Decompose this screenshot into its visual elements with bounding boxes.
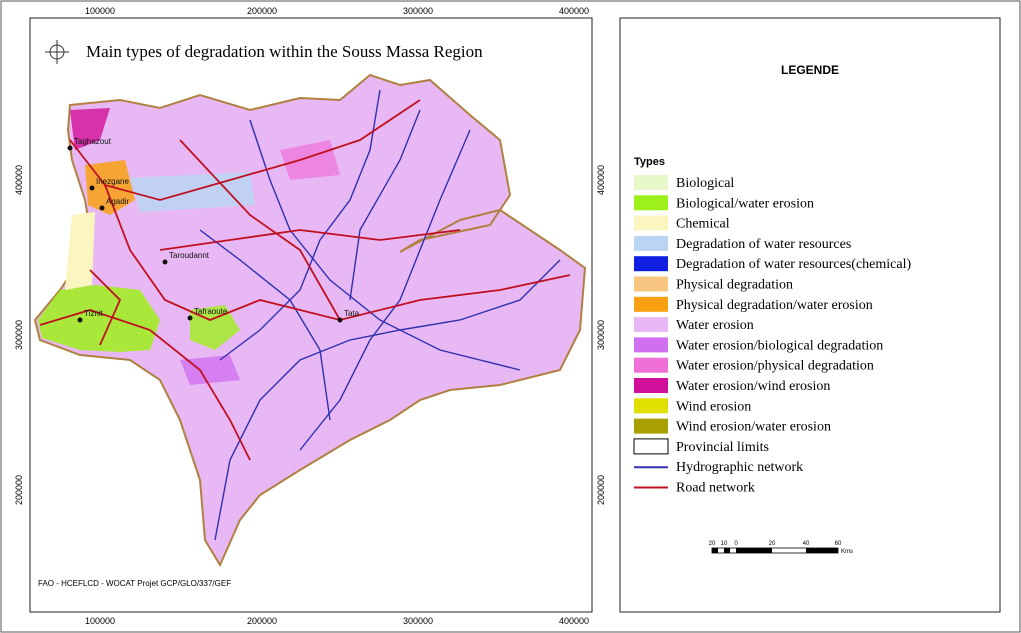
road <box>104 184 571 321</box>
graticule-labels: 100000 100000 200000 200000 300000 300000 4000… <box>14 6 606 626</box>
place-label: Tiznit <box>84 309 104 318</box>
river <box>299 129 471 451</box>
zone-water-bio <box>180 355 240 385</box>
place-dot <box>187 315 193 321</box>
legend-label: Chemical <box>676 217 730 232</box>
zone-water-physical <box>280 140 340 180</box>
scale-label: 40 <box>803 541 810 547</box>
north-symbol <box>45 40 69 64</box>
legend-label: Road network <box>676 481 755 496</box>
y-tick-label-left: 200000 <box>14 475 24 505</box>
place-dot <box>89 185 95 191</box>
legend-label: Wind erosion/water erosion <box>676 420 831 435</box>
place-label: Inezgane <box>96 177 129 186</box>
x-tick-label-bottom: 300000 <box>403 616 433 626</box>
legend-title: LEGENDE <box>781 63 839 77</box>
credit: FAO - HCEFLCD - WOCAT Projet GCP/GLO/337… <box>38 579 231 588</box>
place-dot <box>162 259 168 265</box>
road <box>39 309 251 461</box>
places: Taghazout Agadir Inezgane Taroudannt Tiznit T… <box>67 137 360 323</box>
legend-label: Hydrographic network <box>676 460 803 475</box>
scale-label: 60 <box>835 541 842 547</box>
zone-chemical <box>65 212 95 290</box>
legend-swatch <box>634 418 668 434</box>
place-dot <box>67 145 73 151</box>
legend-frame <box>619 17 1001 613</box>
legend-label: Water erosion/physical degradation <box>676 359 874 374</box>
legend-swatch <box>634 337 668 353</box>
legend-label: Water erosion <box>676 318 754 333</box>
scale-bar-segment <box>736 548 772 553</box>
x-tick-label-top: 200000 <box>247 6 277 16</box>
legend-subtitle: Types <box>634 156 665 168</box>
x-tick-label-top: 400000 <box>559 6 589 16</box>
legend-label: Physical degradation/water erosion <box>676 298 873 313</box>
region <box>33 73 587 568</box>
y-tick-label-right: 400000 <box>596 165 606 195</box>
road <box>89 269 122 346</box>
legend-label: Physical degradation <box>676 278 793 293</box>
legend-swatch <box>634 235 668 251</box>
road <box>179 139 341 321</box>
legend: Biological Biological/water erosion Chemic… <box>633 175 911 496</box>
legend-swatch <box>634 215 668 231</box>
scale-bar-segment <box>712 548 718 553</box>
place-label: Taroudannt <box>169 251 210 260</box>
zone-bio-water <box>38 285 160 352</box>
place-label: Agadir <box>106 197 129 206</box>
x-tick-label-bottom: 400000 <box>559 616 589 626</box>
legend-swatch <box>634 256 668 272</box>
legend-swatch <box>634 317 668 333</box>
legend-swatch <box>634 175 668 190</box>
legend-swatch <box>634 378 668 393</box>
place-dot <box>337 317 343 323</box>
x-tick-label-top: 300000 <box>403 6 433 16</box>
legend-label: Wind erosion <box>676 399 751 414</box>
x-tick-label-top: 100000 <box>85 6 115 16</box>
road <box>159 229 461 251</box>
place-label: Tafraoute <box>194 307 228 316</box>
x-tick-label-bottom: 100000 <box>85 616 115 626</box>
y-tick-label-left: 400000 <box>14 165 24 195</box>
place-dot <box>99 205 105 211</box>
legend-label: Provincial limits <box>676 440 769 455</box>
scale-bar-segment <box>724 548 730 553</box>
scale-label: 20 <box>769 541 776 547</box>
map-title: Main types of degradation within the Sou… <box>86 42 483 61</box>
scale-label: 0 <box>734 541 738 547</box>
y-tick-label-right: 300000 <box>596 320 606 350</box>
legend-label: Biological/water erosion <box>676 196 814 211</box>
legend-swatch <box>634 296 668 312</box>
river <box>219 89 381 361</box>
legend-label: Degradation of water resources(chemical) <box>676 257 911 272</box>
place-label: Taghazout <box>74 137 112 146</box>
legend-label: Biological <box>676 176 734 191</box>
river <box>249 119 521 371</box>
scale-label: 20 <box>709 541 716 547</box>
river <box>199 229 331 421</box>
road-network <box>39 99 571 461</box>
legend-swatch <box>633 438 669 455</box>
scale-bar-segment <box>806 548 838 553</box>
legend-swatch <box>634 195 668 211</box>
x-tick-label-bottom: 200000 <box>247 616 277 626</box>
legend-label: Water erosion/biological degradation <box>676 338 883 353</box>
y-tick-label-left: 300000 <box>14 320 24 350</box>
scale-unit: Kms <box>841 549 853 555</box>
place-label: Tata <box>344 309 360 318</box>
legend-swatch <box>634 398 668 414</box>
legend-label: Water erosion/wind erosion <box>676 379 830 394</box>
legend-swatch <box>634 357 668 373</box>
legend-swatch <box>634 276 668 292</box>
zone-physical <box>85 160 135 215</box>
scale-bar: 20 10 0 20 40 60 Kms <box>709 541 853 555</box>
place-dot <box>77 317 83 323</box>
scale-label: 10 <box>721 541 728 547</box>
legend-label: Degradation of water resources <box>676 237 851 252</box>
river <box>349 109 421 301</box>
y-tick-label-right: 200000 <box>596 475 606 505</box>
zone-water-wind <box>70 108 110 150</box>
